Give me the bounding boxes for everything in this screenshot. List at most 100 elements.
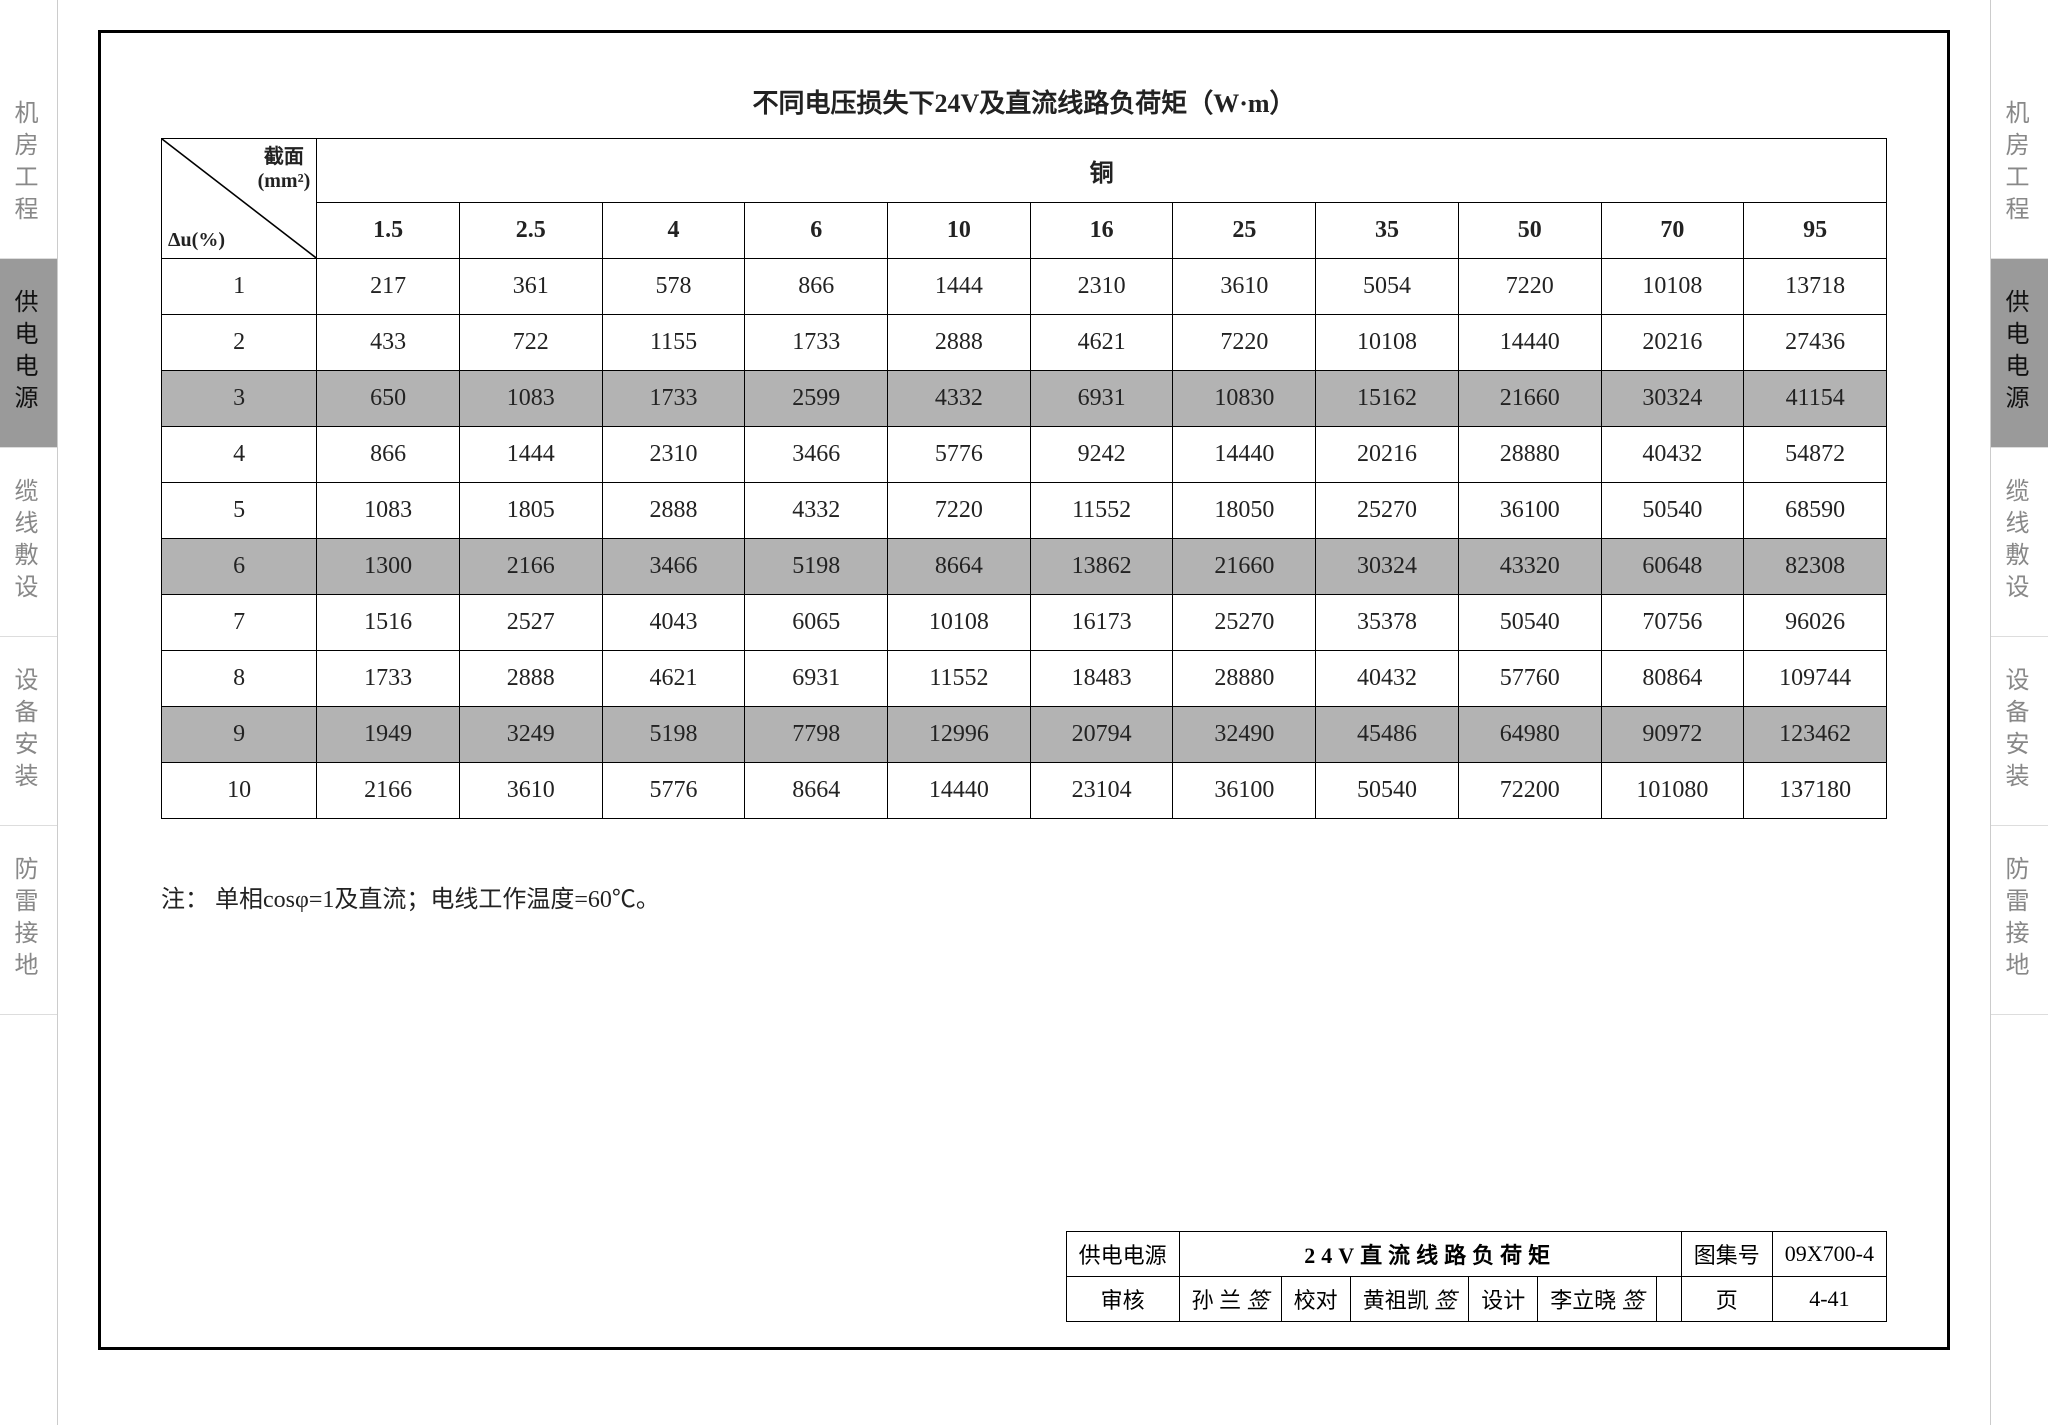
data-cell: 1300 bbox=[317, 539, 460, 595]
data-cell: 5054 bbox=[1316, 259, 1459, 315]
table-row: 9194932495198779812996207943249045486649… bbox=[162, 707, 1887, 763]
data-cell: 14440 bbox=[888, 763, 1031, 819]
sidebar-tab[interactable]: 供电电源 bbox=[1991, 259, 2048, 448]
row-label: 3 bbox=[162, 371, 317, 427]
title-block: 供电电源 24V直流线路负荷矩 图集号 09X700-4 审核 孙 兰 签 校对… bbox=[1066, 1231, 1887, 1322]
row-label: 9 bbox=[162, 707, 317, 763]
data-cell: 90972 bbox=[1601, 707, 1744, 763]
row-label: 7 bbox=[162, 595, 317, 651]
note-text: 单相cosφ=1及直流；电线工作温度=60℃。 bbox=[215, 887, 660, 913]
right-sidebar: 机房工程 供电电源 缆线敷设 设备安装 防雷接地 bbox=[1990, 0, 2048, 1425]
sidebar-tab[interactable]: 机房工程 bbox=[1991, 70, 2048, 259]
corner-header: 截面(mm²)Δu(%) bbox=[162, 139, 317, 259]
sidebar-tab[interactable]: 缆线敷设 bbox=[1991, 448, 2048, 637]
data-cell: 866 bbox=[317, 427, 460, 483]
sidebar-tab[interactable]: 防雷接地 bbox=[0, 826, 57, 1015]
data-cell: 25270 bbox=[1173, 595, 1316, 651]
data-cell: 54872 bbox=[1744, 427, 1887, 483]
data-cell: 96026 bbox=[1744, 595, 1887, 651]
data-cell: 4043 bbox=[602, 595, 745, 651]
data-cell: 80864 bbox=[1601, 651, 1744, 707]
data-cell: 32490 bbox=[1173, 707, 1316, 763]
data-cell: 3466 bbox=[745, 427, 888, 483]
column-header: 35 bbox=[1316, 203, 1459, 259]
data-cell: 64980 bbox=[1458, 707, 1601, 763]
data-cell: 50540 bbox=[1316, 763, 1459, 819]
sidebar-tab[interactable]: 设备安装 bbox=[0, 637, 57, 826]
data-cell: 1155 bbox=[602, 315, 745, 371]
checker-name: 黄祖凯 签 bbox=[1350, 1277, 1469, 1322]
table-row: 2433722115517332888462172201010814440202… bbox=[162, 315, 1887, 371]
data-cell: 2888 bbox=[602, 483, 745, 539]
column-header: 16 bbox=[1030, 203, 1173, 259]
table-title: 不同电压损失下24V及直流线路负荷矩（W·m） bbox=[161, 83, 1887, 120]
column-header: 50 bbox=[1458, 203, 1601, 259]
data-cell: 722 bbox=[459, 315, 602, 371]
row-label: 8 bbox=[162, 651, 317, 707]
data-cell: 8664 bbox=[888, 539, 1031, 595]
data-cell: 2310 bbox=[1030, 259, 1173, 315]
page-label: 页 bbox=[1681, 1277, 1772, 1322]
data-cell: 1733 bbox=[317, 651, 460, 707]
data-cell: 2166 bbox=[317, 763, 460, 819]
data-cell: 1083 bbox=[459, 371, 602, 427]
data-cell: 10108 bbox=[888, 595, 1031, 651]
row-label: 6 bbox=[162, 539, 317, 595]
data-cell: 137180 bbox=[1744, 763, 1887, 819]
row-label: 4 bbox=[162, 427, 317, 483]
data-cell: 433 bbox=[317, 315, 460, 371]
data-cell: 1805 bbox=[459, 483, 602, 539]
table-row: 4866144423103466577692421444020216288804… bbox=[162, 427, 1887, 483]
main-content: 不同电压损失下24V及直流线路负荷矩（W·m） 截面(mm²)Δu(%)铜1.5… bbox=[58, 0, 1990, 1425]
sidebar-tab[interactable]: 机房工程 bbox=[0, 70, 57, 259]
data-cell: 1733 bbox=[745, 315, 888, 371]
data-cell: 3466 bbox=[602, 539, 745, 595]
data-cell: 2888 bbox=[459, 651, 602, 707]
data-cell: 30324 bbox=[1601, 371, 1744, 427]
designer-name: 李立晓 签 bbox=[1538, 1277, 1657, 1322]
data-cell: 21660 bbox=[1173, 539, 1316, 595]
data-cell: 15162 bbox=[1316, 371, 1459, 427]
load-moment-table: 截面(mm²)Δu(%)铜1.52.5461016253550709512173… bbox=[161, 138, 1887, 819]
data-cell: 14440 bbox=[1173, 427, 1316, 483]
data-cell: 3610 bbox=[459, 763, 602, 819]
column-header: 95 bbox=[1744, 203, 1887, 259]
row-label: 5 bbox=[162, 483, 317, 539]
data-cell: 7220 bbox=[1173, 315, 1316, 371]
data-cell: 60648 bbox=[1601, 539, 1744, 595]
data-cell: 82308 bbox=[1744, 539, 1887, 595]
data-cell: 40432 bbox=[1601, 427, 1744, 483]
data-cell: 101080 bbox=[1601, 763, 1744, 819]
data-cell: 1949 bbox=[317, 707, 460, 763]
sidebar-tab[interactable]: 防雷接地 bbox=[1991, 826, 2048, 1015]
page-no: 4-41 bbox=[1772, 1277, 1886, 1322]
table-row: 3650108317332599433269311083015162216603… bbox=[162, 371, 1887, 427]
table-row: 1021663610577686641444023104361005054072… bbox=[162, 763, 1887, 819]
data-cell: 13718 bbox=[1744, 259, 1887, 315]
data-cell: 68590 bbox=[1744, 483, 1887, 539]
table-row: 6130021663466519886641386221660303244332… bbox=[162, 539, 1887, 595]
data-cell: 36100 bbox=[1458, 483, 1601, 539]
data-cell: 5198 bbox=[745, 539, 888, 595]
check-label: 校对 bbox=[1281, 1277, 1350, 1322]
data-cell: 11552 bbox=[888, 651, 1031, 707]
column-header: 70 bbox=[1601, 203, 1744, 259]
reviewer-name: 孙 兰 签 bbox=[1179, 1277, 1281, 1322]
column-header: 6 bbox=[745, 203, 888, 259]
table-row: 7151625274043606510108161732527035378505… bbox=[162, 595, 1887, 651]
data-cell: 27436 bbox=[1744, 315, 1887, 371]
data-cell: 18483 bbox=[1030, 651, 1173, 707]
page: 机房工程 供电电源 缆线敷设 设备安装 防雷接地 不同电压损失下24V及直流线路… bbox=[0, 0, 2048, 1425]
data-cell: 16173 bbox=[1030, 595, 1173, 651]
sidebar-tab[interactable]: 供电电源 bbox=[0, 259, 57, 448]
data-cell: 578 bbox=[602, 259, 745, 315]
table-row: 1217361578866144423103610505472201010813… bbox=[162, 259, 1887, 315]
table-row: 8173328884621693111552184832888040432577… bbox=[162, 651, 1887, 707]
data-cell: 5198 bbox=[602, 707, 745, 763]
data-cell: 28880 bbox=[1458, 427, 1601, 483]
row-label: 10 bbox=[162, 763, 317, 819]
sidebar-tab[interactable]: 设备安装 bbox=[1991, 637, 2048, 826]
data-cell: 5776 bbox=[602, 763, 745, 819]
data-cell: 72200 bbox=[1458, 763, 1601, 819]
sidebar-tab[interactable]: 缆线敷设 bbox=[0, 448, 57, 637]
